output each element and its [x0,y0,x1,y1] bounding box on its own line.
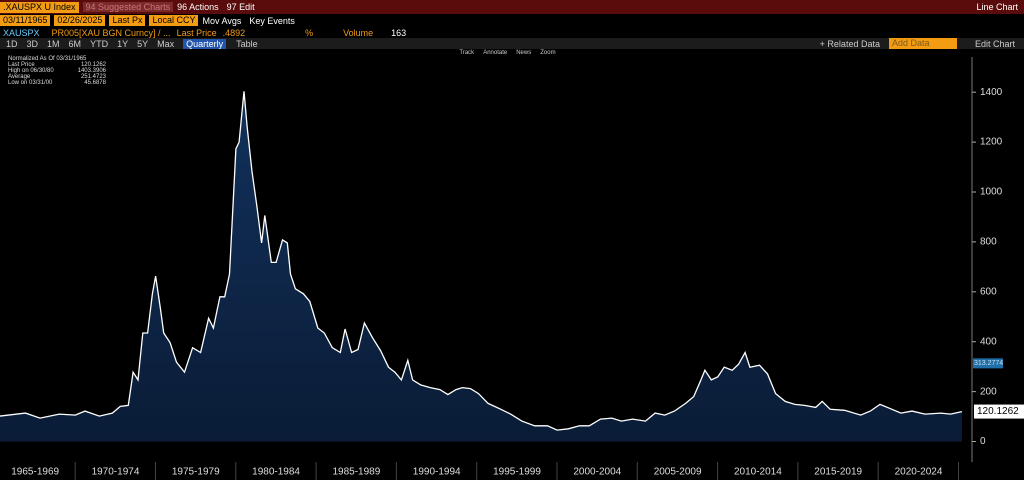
table[interactable]: Table [236,38,258,49]
x-tick-label: 2005-2009 [654,467,702,478]
y-tick-label: 1000 [980,187,1003,198]
view: Line Chart [976,2,1018,12]
toolbar: 1D 3D 1M 6M YTD 1Y 5Y Max Quarterly Tabl… [0,38,1024,49]
legend-row: Average 251.4723 [8,74,106,80]
tool[interactable]: Zoom [540,50,556,56]
last-price-label: Last Price [176,27,217,38]
period[interactable]: Max [157,38,175,49]
x-tick-label: 2000-2004 [573,467,621,478]
period[interactable]: YTD [90,38,109,49]
y-tick-label: 1400 [980,87,1003,98]
edit-chart[interactable]: Edit Chart [974,38,1015,49]
x-tick-label: 2010-2014 [734,467,782,478]
tool[interactable]: News [516,50,532,56]
last-price-label: 120.1262 [977,406,1019,417]
legend-label: Average [8,74,31,80]
x-tick-label: 2015-2019 [814,467,862,478]
legend-value: 120.1262 [80,62,106,68]
legend-value: 251.4723 [80,74,106,80]
key-events[interactable]: Key Events [249,15,295,26]
volume: 163 [391,27,407,38]
edit[interactable]: 97 Edit [226,2,255,12]
x-tick-label: 1975-1979 [172,467,220,478]
y-tick-label: 200 [980,386,997,397]
controls: 03/11/1965 02/26/2025 Last Px Local CCY … [0,14,1024,27]
frequency[interactable]: Quarterly [183,38,227,49]
tool[interactable]: Track [459,50,475,56]
legend-row: High on 06/30/80 1403.3906 [8,68,106,74]
period[interactable]: 1Y [117,38,129,49]
x-tick-label: 1990-1994 [413,467,461,478]
period[interactable]: 5Y [137,38,149,49]
field[interactable]: Last Px [109,15,146,26]
y-tick-label: 400 [980,336,997,347]
legend-label: Last Price [8,62,35,68]
y-tick-label: 1200 [980,137,1003,148]
legend-title: Normalized As Of 03/31/1965 [8,56,106,62]
period[interactable]: 1M [47,38,60,49]
end-date[interactable]: 02/26/2025 [54,15,106,26]
x-tick-label: 2020-2024 [895,467,943,478]
x-tick-label: 1985-1989 [332,467,380,478]
moving-average-label: 313.2774 [974,360,1003,367]
x-tick-label: 1995-1999 [493,467,541,478]
currency[interactable]: Local CCY [149,15,199,26]
legend-label: High on 06/30/80 [8,68,54,74]
legend-title-text: Normalized As Of 03/31/1965 [8,56,87,62]
chart: 0 200 400 600 800 1000 1200 1400 1965-1969 1970-1… [0,57,1024,480]
y-tick-label: 600 [980,286,997,297]
period[interactable]: 3D [26,38,39,49]
last-price-tag [974,404,1024,419]
y-tick-label: 0 [980,436,986,447]
period[interactable]: 6M [68,38,82,49]
legend-row: Last Price 120.1262 [8,62,106,68]
legend-row: Low on 03/31/00 45.6878 [8,80,106,86]
actions[interactable]: 96 Actions [177,2,219,12]
price-line [0,91,963,431]
title-bar: .XAUSPX U Index 94 Suggested Charts 96 A… [0,0,1024,14]
area-fill [0,91,962,442]
security: XAUSPX [3,27,40,38]
legend-label: Low on 03/31/00 [8,80,53,86]
legend-value: 1403.3906 [77,68,106,74]
y-tick-label: 800 [980,237,997,248]
period[interactable]: 1D [6,38,18,49]
suggested[interactable]: 94 Suggested Charts [82,2,174,12]
x-tick-label: 1980-1984 [252,467,300,478]
x-tick-label: 1965-1969 [11,467,59,478]
add-data[interactable]: Add Data [888,38,957,49]
mov-avgs[interactable]: Mov Avgs [202,15,242,26]
volume-label: Volume [343,27,374,38]
formula: PR005[XAU BGN Curncy] / ... [51,27,171,38]
percent: % [305,27,314,38]
info: XAUSPX PR005[XAU BGN Curncy] / ... Last … [0,27,1024,38]
moving-average-tag [973,358,1003,369]
x-tick-label: 1970-1974 [92,467,140,478]
ticker[interactable]: .XAUSPX U Index [0,1,79,13]
last-price: .4892 [222,27,246,38]
legend-value: 45.6878 [84,80,106,86]
tool[interactable]: Annotate [483,50,508,56]
legend-box: Normalized As Of 03/31/1965 Last Price 12… [8,56,106,86]
related-data[interactable]: + Related Data [819,38,880,49]
start-date[interactable]: 03/11/1965 [0,15,51,26]
chart-tools: Track Annotate News Zoom [0,49,1024,57]
